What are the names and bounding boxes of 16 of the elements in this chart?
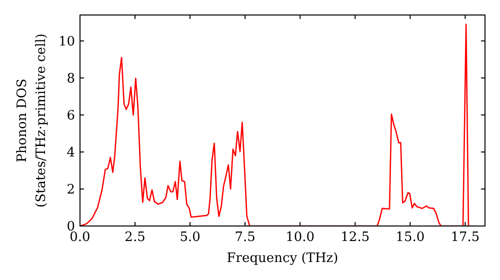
- x-tick-label: 0.0: [70, 230, 90, 245]
- y-tick-label: 10: [58, 34, 75, 50]
- x-tick-label: 5.0: [180, 230, 200, 245]
- line-series: [80, 24, 470, 226]
- y-tick-label: 4: [66, 145, 75, 160]
- y-tick-label: 8: [66, 71, 75, 86]
- x-tick-label: 12.5: [340, 230, 370, 245]
- x-tick-label: 7.5: [234, 230, 256, 245]
- y-axis-title: Phonon DOS (States/THz·primitive cell): [15, 33, 49, 208]
- y-tick-label: 2: [66, 182, 75, 198]
- x-axis-title: Frequency (THz): [226, 251, 338, 266]
- y-tick-label: 6: [66, 108, 75, 124]
- x-tick-label: 17.5: [450, 230, 480, 245]
- x-tick-label: 15.0: [396, 230, 425, 245]
- x-tick-label: 2.5: [124, 230, 146, 245]
- x-tick-label: 10.0: [286, 230, 315, 245]
